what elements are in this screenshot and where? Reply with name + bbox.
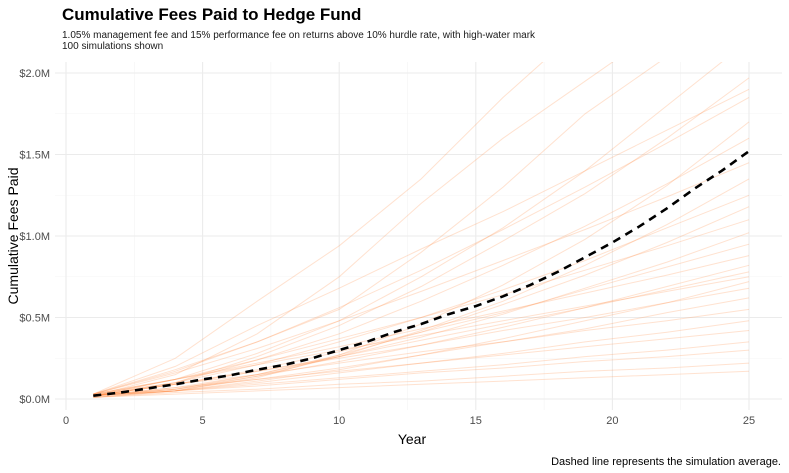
simulation-line xyxy=(93,206,750,397)
simulation-line xyxy=(93,362,750,398)
simulation-line xyxy=(93,297,750,397)
y-tick-label: $1.5M xyxy=(19,150,50,162)
simulation-line xyxy=(93,77,750,397)
simulation-line xyxy=(93,219,750,395)
y-tick-label: $1.0M xyxy=(19,231,50,243)
simulation-line xyxy=(93,330,750,397)
simulation-line xyxy=(93,137,750,397)
simulation-line xyxy=(93,320,750,397)
x-axis-title: Year xyxy=(398,431,427,447)
chart-title: Cumulative Fees Paid to Hedge Fund xyxy=(62,5,361,24)
gridlines xyxy=(55,62,782,410)
simulation-line xyxy=(93,62,614,397)
y-tick-label: $0.0M xyxy=(19,394,50,406)
simulation-line xyxy=(93,264,750,397)
x-tick-label: 5 xyxy=(200,415,206,427)
simulation-lines xyxy=(93,62,750,398)
simulation-line xyxy=(93,287,750,397)
x-tick-label: 15 xyxy=(470,415,482,427)
simulation-line xyxy=(93,308,750,397)
simulation-line xyxy=(93,178,750,397)
simulation-line xyxy=(93,255,750,397)
chart-subtitle-line-2: 100 simulations shown xyxy=(62,41,163,52)
average-dashed-line xyxy=(93,150,750,397)
x-tick-label: 25 xyxy=(743,415,755,427)
simulation-line xyxy=(93,370,750,398)
simulation-line xyxy=(93,162,750,395)
simulation-line xyxy=(93,271,750,397)
x-tick-label: 20 xyxy=(606,415,618,427)
simulation-line xyxy=(93,232,750,397)
y-axis-title: Cumulative Fees Paid xyxy=(5,168,21,305)
simulation-line xyxy=(93,281,750,397)
simulation-line xyxy=(93,349,750,398)
y-axis-ticks: $0.0M $0.5M $1.0M $1.5M $2.0M xyxy=(19,68,50,406)
x-axis-ticks: 0 5 10 15 20 25 xyxy=(63,415,755,427)
y-tick-label: $0.5M xyxy=(19,313,50,325)
x-tick-label: 0 xyxy=(63,415,69,427)
simulation-line xyxy=(93,276,750,395)
y-tick-label: $2.0M xyxy=(19,68,50,80)
simulation-line xyxy=(93,194,750,395)
simulation-line xyxy=(93,243,750,397)
simulation-line xyxy=(93,341,750,398)
chart-caption: Dashed line represents the simulation av… xyxy=(551,456,781,468)
average-line-group xyxy=(93,150,750,397)
simulation-line xyxy=(93,62,661,395)
chart-subtitle-line-1: 1.05% management fee and 15% performance… xyxy=(62,30,536,41)
simulation-line xyxy=(93,62,723,397)
simulation-line xyxy=(93,62,544,395)
simulation-line xyxy=(93,96,750,395)
simulation-line xyxy=(93,88,750,395)
x-tick-label: 10 xyxy=(333,415,345,427)
